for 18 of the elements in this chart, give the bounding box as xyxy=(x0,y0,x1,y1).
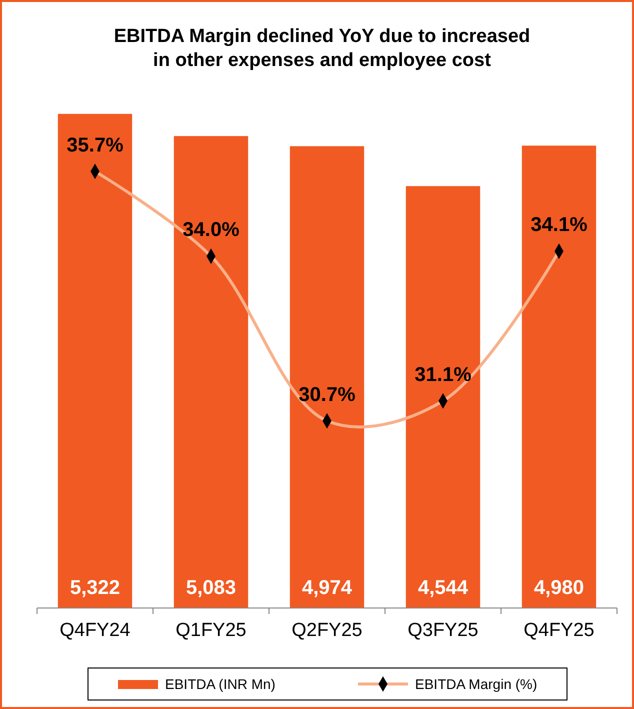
data-label: 31.1% xyxy=(414,364,472,386)
data-label: 4,980 xyxy=(534,577,584,599)
data-label: 4,974 xyxy=(302,577,353,599)
data-label: 34.1% xyxy=(530,214,588,236)
x-tick-label: Q3FY25 xyxy=(408,620,478,641)
data-label: 30.7% xyxy=(298,384,356,406)
data-label: 5,083 xyxy=(186,577,236,599)
data-label: 35.7% xyxy=(66,134,124,156)
x-tick-label: Q4FY24 xyxy=(60,620,131,641)
x-tick-label: Q1FY25 xyxy=(176,620,246,641)
chart-title: EBITDA Margin declined YoY due to increased in other expenses and employee cost xyxy=(114,26,530,71)
data-label: 34.0% xyxy=(182,219,240,242)
legend-label: EBITDA (INR Mn) xyxy=(165,676,276,692)
legend-label: EBITDA Margin (%) xyxy=(415,676,538,692)
x-tick-label: Q4FY25 xyxy=(524,620,594,641)
data-label: 4,544 xyxy=(418,577,469,599)
data-label: 5,322 xyxy=(70,577,120,599)
x-tick-label: Q2FY25 xyxy=(292,620,362,641)
